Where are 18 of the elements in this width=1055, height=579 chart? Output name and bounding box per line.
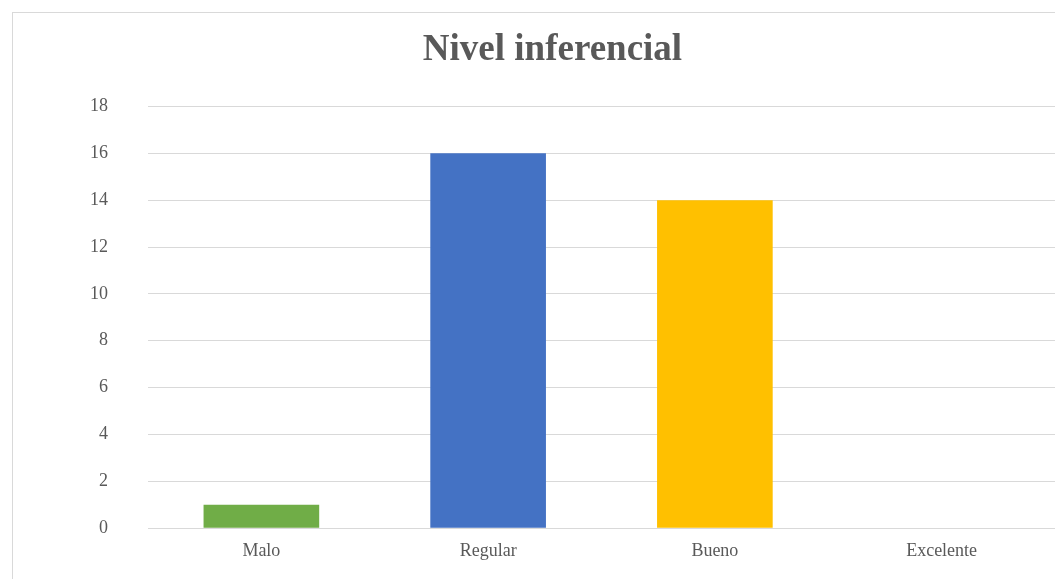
y-tick-label: 16	[90, 142, 108, 162]
y-tick-label: 14	[90, 188, 108, 209]
y-tick-label: 6	[99, 376, 108, 397]
y-tick-label: 2	[99, 470, 108, 491]
bar	[203, 504, 320, 528]
x-tick-label: Regular	[459, 539, 517, 560]
bar	[657, 200, 773, 528]
y-tick-label: 18	[90, 95, 108, 116]
x-tick-label: Excelente	[906, 539, 978, 560]
y-tick-label: 10	[90, 282, 108, 303]
y-tick-label: 0	[99, 516, 108, 537]
y-tick-label: 4	[99, 423, 108, 444]
y-tick-label: 12	[90, 235, 108, 256]
x-tick-label: Bueno	[691, 539, 739, 560]
bar	[430, 153, 546, 528]
chart-title: Nivel inferencial	[422, 26, 683, 68]
y-tick-label: 8	[99, 329, 108, 350]
x-tick-label: Malo	[242, 539, 281, 560]
